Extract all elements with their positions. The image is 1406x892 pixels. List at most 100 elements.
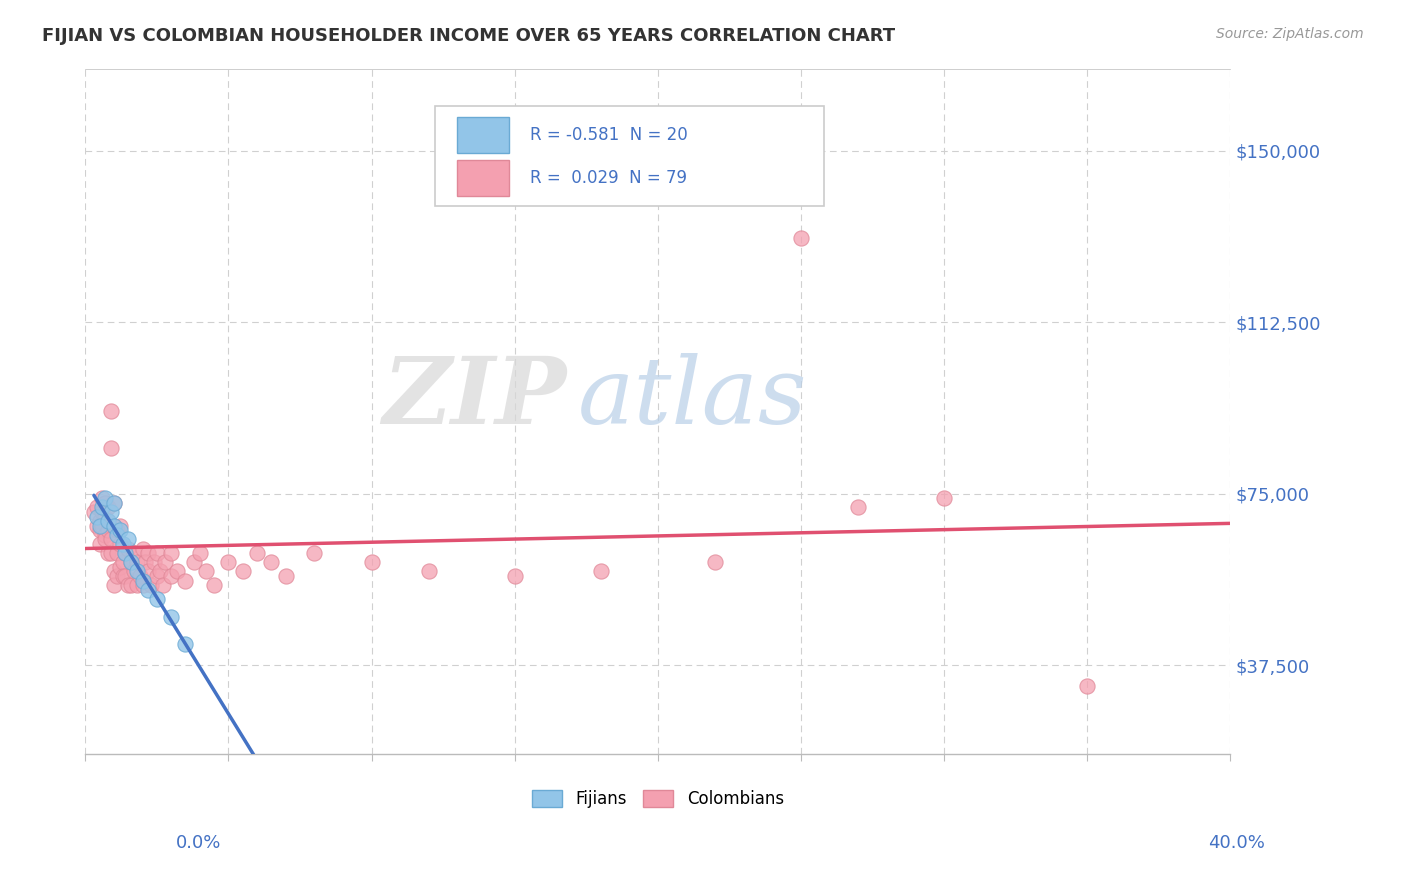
Legend: Fijians, Colombians: Fijians, Colombians xyxy=(526,783,790,814)
Text: 0.0%: 0.0% xyxy=(176,834,221,852)
Point xyxy=(91,518,114,533)
Text: R = -0.581  N = 20: R = -0.581 N = 20 xyxy=(530,126,688,144)
Point xyxy=(846,500,869,515)
Point xyxy=(304,546,326,560)
Point xyxy=(155,555,177,569)
Point xyxy=(94,491,117,506)
Point xyxy=(1076,679,1098,693)
Point xyxy=(120,555,142,569)
Point xyxy=(704,555,727,569)
Point xyxy=(160,610,183,624)
Point xyxy=(146,569,169,583)
Point xyxy=(120,578,142,592)
Point xyxy=(246,546,269,560)
Point xyxy=(91,491,114,506)
Point xyxy=(103,518,125,533)
Point xyxy=(100,441,122,455)
Point xyxy=(183,555,205,569)
Point xyxy=(103,496,125,510)
Point xyxy=(94,528,117,542)
Point xyxy=(89,514,111,528)
Point xyxy=(188,546,211,560)
Point xyxy=(108,523,131,537)
Text: atlas: atlas xyxy=(578,352,807,442)
Point xyxy=(134,555,156,569)
Point xyxy=(146,546,169,560)
Point xyxy=(166,565,188,579)
Point xyxy=(97,514,120,528)
Point xyxy=(160,569,183,583)
Point xyxy=(105,523,128,537)
Text: R =  0.029  N = 79: R = 0.029 N = 79 xyxy=(530,169,686,187)
FancyBboxPatch shape xyxy=(457,161,509,196)
Point xyxy=(97,514,120,528)
Point xyxy=(117,533,139,547)
Point xyxy=(360,555,382,569)
Point xyxy=(122,546,145,560)
Point xyxy=(117,578,139,592)
Point xyxy=(143,555,166,569)
Point xyxy=(194,565,217,579)
Point xyxy=(131,541,153,556)
Point xyxy=(790,230,813,244)
Point xyxy=(105,546,128,560)
Point xyxy=(100,505,122,519)
Point xyxy=(160,546,183,560)
Point xyxy=(122,565,145,579)
Point xyxy=(125,565,148,579)
Point xyxy=(217,555,239,569)
Point xyxy=(202,578,225,592)
Point xyxy=(103,496,125,510)
Point xyxy=(117,541,139,556)
Point xyxy=(589,565,612,579)
Point xyxy=(114,546,136,560)
Point xyxy=(128,569,150,583)
Point xyxy=(152,578,174,592)
Point xyxy=(86,518,108,533)
Point xyxy=(97,546,120,560)
Point xyxy=(89,518,111,533)
Point xyxy=(260,555,283,569)
Point xyxy=(111,569,134,583)
Point xyxy=(274,569,297,583)
Point xyxy=(114,569,136,583)
Text: FIJIAN VS COLOMBIAN HOUSEHOLDER INCOME OVER 65 YEARS CORRELATION CHART: FIJIAN VS COLOMBIAN HOUSEHOLDER INCOME O… xyxy=(42,27,896,45)
Point xyxy=(86,509,108,524)
Point xyxy=(174,574,197,588)
Point xyxy=(174,638,197,652)
Point xyxy=(136,582,159,597)
Point xyxy=(108,559,131,574)
Point xyxy=(111,555,134,569)
Point xyxy=(103,565,125,579)
Point xyxy=(89,523,111,537)
Point xyxy=(86,500,108,515)
Point xyxy=(100,533,122,547)
Point xyxy=(120,555,142,569)
Point xyxy=(136,546,159,560)
Point xyxy=(139,578,162,592)
Point xyxy=(94,496,117,510)
Point xyxy=(108,537,131,551)
Point xyxy=(932,491,955,506)
Point xyxy=(89,537,111,551)
Point xyxy=(100,404,122,418)
Point xyxy=(125,578,148,592)
Point xyxy=(114,546,136,560)
Point xyxy=(105,528,128,542)
Point xyxy=(131,574,153,588)
Point xyxy=(91,505,114,519)
Point xyxy=(503,569,526,583)
Point xyxy=(111,537,134,551)
FancyBboxPatch shape xyxy=(434,106,824,206)
Point xyxy=(97,500,120,515)
Point xyxy=(103,518,125,533)
Point xyxy=(100,546,122,560)
Point xyxy=(105,569,128,583)
Text: ZIP: ZIP xyxy=(382,352,567,442)
Point xyxy=(94,533,117,547)
Text: Source: ZipAtlas.com: Source: ZipAtlas.com xyxy=(1216,27,1364,41)
Point xyxy=(232,565,254,579)
Point xyxy=(108,518,131,533)
FancyBboxPatch shape xyxy=(457,117,509,153)
Point xyxy=(103,578,125,592)
